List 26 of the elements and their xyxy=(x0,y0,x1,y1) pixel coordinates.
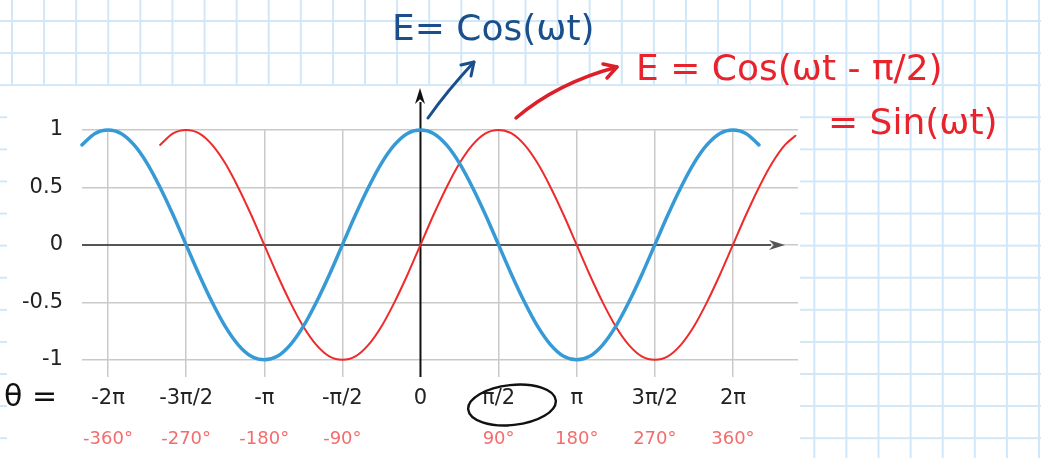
x-tick-label: 90° xyxy=(482,427,515,449)
x2-tick-label: -π xyxy=(254,385,275,410)
x2-tick-label: 0 xyxy=(413,385,428,410)
y-tick-label: -1 xyxy=(42,346,63,371)
x2-tick-label: -2π xyxy=(91,385,126,410)
x2-tick-label: 3π/2 xyxy=(631,385,679,410)
text: E= Cos(ωt) xyxy=(392,7,595,48)
x2-tick-label: 2π xyxy=(719,385,747,410)
x-tick-label: 180° xyxy=(555,427,599,449)
y-tick-label: 0.5 xyxy=(29,173,63,198)
x-tick-label: -270° xyxy=(161,427,212,449)
x2-tick-label: -π/2 xyxy=(322,385,363,410)
y-tick-label: 1 xyxy=(49,116,63,141)
x-tick-label: 360° xyxy=(711,427,755,449)
x2-tick-label: -3π/2 xyxy=(159,385,214,410)
y-tick-label: -0.5 xyxy=(22,288,63,313)
x-tick-label: -90° xyxy=(323,427,362,449)
x-tick-label: -180° xyxy=(239,427,290,449)
x2-tick-label: π xyxy=(570,385,584,410)
x2-tick-label: π/2 xyxy=(482,385,516,410)
text: = Sin(ωt) xyxy=(828,101,998,142)
text: E = Cos(ωt - π/2) xyxy=(636,47,943,88)
x-tick-label: -360° xyxy=(83,427,133,449)
y-tick-label: 0 xyxy=(49,231,63,256)
x-axis-title: θ = xyxy=(4,378,58,413)
x-tick-label: 270° xyxy=(633,427,677,449)
